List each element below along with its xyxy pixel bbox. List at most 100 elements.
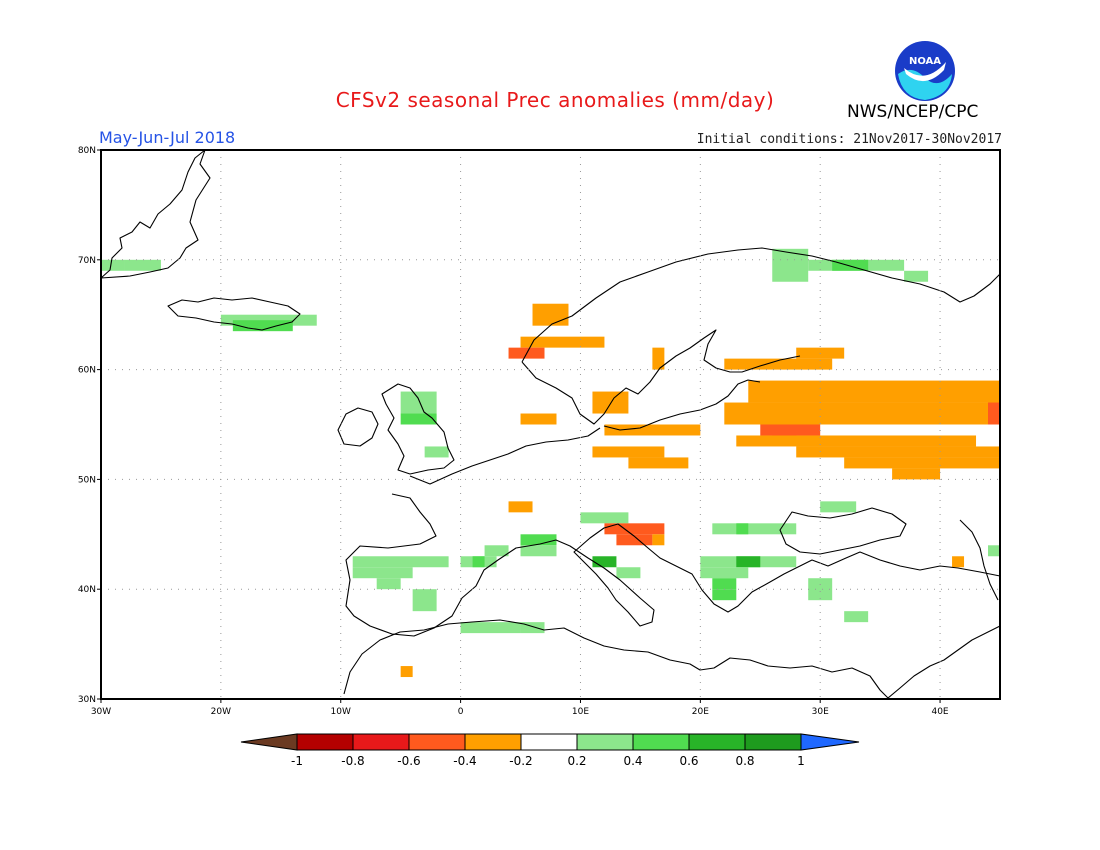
anomaly-cell — [352, 556, 449, 568]
anomaly-cell — [652, 534, 665, 546]
colorbar-label: -0.4 — [453, 754, 476, 768]
lon-tick-label: 0 — [458, 707, 464, 717]
anomaly-cell — [712, 523, 797, 535]
colorbar-label: -1 — [291, 754, 303, 768]
caspian-coast — [959, 519, 999, 601]
colorbar-label: 1 — [797, 754, 805, 768]
lat-tick-label: 60N — [78, 366, 96, 376]
anomaly-cell — [748, 380, 1000, 403]
anomaly-cell — [400, 391, 437, 414]
anomaly-cell — [520, 413, 557, 425]
anomaly-cell — [832, 259, 869, 271]
anomaly-cell — [616, 534, 653, 546]
lat-tick-label: 70N — [78, 256, 96, 266]
colorbar-swatch — [408, 733, 466, 751]
lat-tick-label: 40N — [78, 585, 96, 595]
anomaly-cell — [472, 556, 485, 568]
anomaly-cell — [460, 622, 521, 634]
anomaly-cell — [124, 259, 161, 271]
anomaly-cell — [988, 545, 1000, 557]
anomaly-cell — [508, 501, 533, 513]
anomaly-cell — [352, 567, 413, 579]
colorbar-label: -0.8 — [341, 754, 364, 768]
britain-coast — [381, 383, 455, 475]
lon-tick-label: 40E — [931, 707, 948, 717]
anomaly-cell — [520, 545, 557, 557]
anomaly-cell — [772, 424, 797, 436]
organization-label: NWS/NCEP/CPC — [847, 102, 979, 122]
anomaly-cell — [101, 259, 125, 271]
anomaly-cell — [400, 666, 413, 678]
colorbar-label: 0.6 — [679, 754, 698, 768]
anomaly-cell — [376, 578, 401, 590]
anomaly-cell — [520, 534, 557, 546]
anomaly-cell — [808, 578, 833, 601]
colorbar-swatch — [576, 733, 634, 751]
colorbar-label: -0.6 — [397, 754, 420, 768]
longitude-labels: 30W 20W 10W 0 10E 20E 30E 40E — [91, 699, 949, 717]
scandinavia-coast — [521, 247, 1001, 425]
black-sea-coast — [779, 507, 907, 555]
greenland-coast — [100, 149, 211, 279]
lat-tick-label: 80N — [78, 146, 96, 156]
lon-tick-label: 20W — [211, 707, 231, 717]
anomaly-cell — [532, 303, 569, 326]
lon-tick-label: 30W — [91, 707, 111, 717]
anomaly-cell — [592, 556, 617, 568]
anomaly-cell — [592, 391, 629, 414]
map-gridlines — [101, 150, 1000, 699]
anomaly-cell — [424, 446, 449, 458]
map-title: CFSv2 seasonal Prec anomalies (mm/day) — [335, 88, 775, 112]
continent-coast — [345, 427, 1001, 637]
anomaly-cell — [616, 567, 641, 579]
colorbar-swatch — [744, 733, 802, 751]
anomaly-cell — [724, 402, 1000, 425]
lon-tick-label: 30E — [812, 707, 829, 717]
lat-tick-label: 50N — [78, 475, 96, 485]
anomaly-cell — [592, 446, 665, 458]
anomaly-cell — [796, 446, 1000, 458]
colorbar-swatch — [520, 733, 578, 751]
anomaly-cell — [844, 611, 869, 623]
colorbar-swatch — [688, 733, 746, 751]
season-label: May-Jun-Jul 2018 — [99, 128, 236, 147]
anomaly-cell — [904, 270, 929, 282]
anomaly-cell — [604, 424, 701, 436]
anomaly-cell — [736, 556, 761, 568]
anomaly-cell — [652, 347, 665, 370]
colorbar-swatch — [352, 733, 410, 751]
colorbar-label: 0.8 — [735, 754, 754, 768]
anomaly-cell — [736, 523, 749, 535]
anomaly-cell — [520, 622, 545, 634]
colorbar: -1 -0.8 -0.6 -0.4 -0.2 0.2 0.4 0.6 0.8 1 — [240, 733, 860, 768]
anomaly-cell — [712, 589, 737, 601]
iceland-coast — [167, 297, 301, 331]
initial-conditions-label: Initial conditions: 21Nov2017-30Nov2017 — [696, 132, 1002, 147]
anomaly-cell — [700, 567, 749, 579]
anomaly-cell — [628, 457, 689, 469]
colorbar-swatch — [464, 733, 522, 751]
lat-tick-label: 30N — [78, 695, 96, 705]
anomaly-cell — [520, 336, 605, 348]
lon-tick-label: 10E — [572, 707, 589, 717]
anomaly-cell — [736, 435, 977, 447]
lon-tick-label: 10W — [331, 707, 351, 717]
noaa-logo-text: NOAA — [909, 56, 941, 67]
anomaly-cell — [724, 358, 833, 370]
colorbar-swatch — [632, 733, 690, 751]
anomaly-cells — [101, 248, 1000, 678]
anomaly-cell — [772, 248, 809, 282]
anomaly-cell — [712, 578, 737, 590]
anomaly-cell — [400, 413, 437, 425]
anomaly-cell — [844, 457, 1000, 469]
map-frame — [100, 149, 1001, 700]
colorbar-swatch — [296, 733, 354, 751]
colorbar-label: 0.2 — [567, 754, 586, 768]
anomaly-cell — [484, 545, 509, 557]
noaa-logo-icon: NOAA — [895, 41, 955, 101]
anomaly-cell — [580, 512, 629, 524]
latitude-labels: 30N 40N 50N 60N 70N 80N — [78, 146, 101, 705]
anomaly-cell — [952, 556, 965, 568]
anomaly-cell — [820, 501, 857, 513]
